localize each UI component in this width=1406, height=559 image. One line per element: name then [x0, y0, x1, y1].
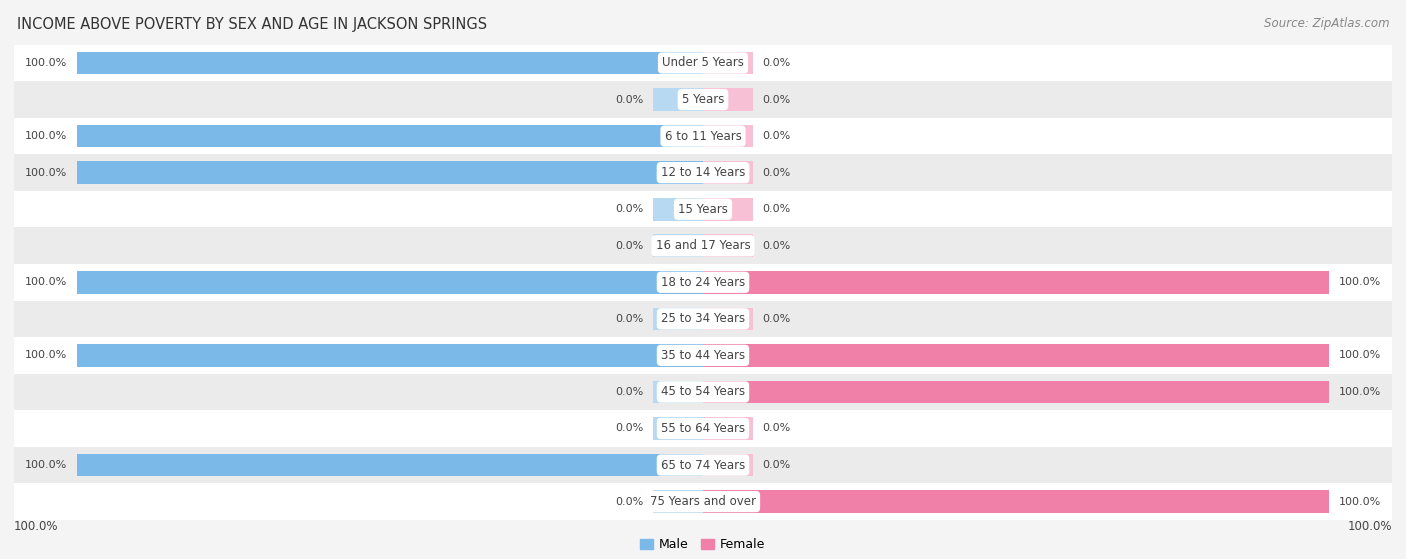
Bar	[77, 454, 703, 476]
Bar	[14, 301, 1392, 337]
Text: 0.0%: 0.0%	[616, 94, 644, 105]
Text: 0.0%: 0.0%	[762, 460, 790, 470]
Bar	[703, 417, 754, 440]
Text: 6 to 11 Years: 6 to 11 Years	[665, 130, 741, 143]
Bar	[14, 410, 1392, 447]
Text: 100.0%: 100.0%	[25, 460, 67, 470]
Text: 0.0%: 0.0%	[616, 424, 644, 433]
Bar	[652, 417, 703, 440]
Text: 0.0%: 0.0%	[616, 241, 644, 251]
Bar	[703, 162, 754, 184]
Text: 15 Years: 15 Years	[678, 203, 728, 216]
Bar	[703, 234, 754, 257]
Bar	[652, 490, 703, 513]
Bar	[14, 337, 1392, 373]
Text: 25 to 34 Years: 25 to 34 Years	[661, 312, 745, 325]
Bar	[703, 51, 754, 74]
Text: 100.0%: 100.0%	[14, 520, 59, 533]
Text: 0.0%: 0.0%	[616, 314, 644, 324]
Text: 100.0%: 100.0%	[1339, 387, 1381, 397]
Bar	[14, 81, 1392, 118]
Bar	[14, 447, 1392, 484]
Text: 0.0%: 0.0%	[616, 204, 644, 214]
Text: 100.0%: 100.0%	[1339, 277, 1381, 287]
Bar	[703, 381, 1329, 403]
Bar	[14, 264, 1392, 301]
Bar	[14, 118, 1392, 154]
Bar	[703, 490, 1329, 513]
Bar	[652, 307, 703, 330]
Bar	[77, 51, 703, 74]
Bar	[14, 228, 1392, 264]
Text: 100.0%: 100.0%	[25, 168, 67, 178]
Text: 0.0%: 0.0%	[762, 131, 790, 141]
Text: 0.0%: 0.0%	[762, 58, 790, 68]
Bar	[14, 191, 1392, 228]
Bar	[77, 162, 703, 184]
Text: 55 to 64 Years: 55 to 64 Years	[661, 422, 745, 435]
Text: 0.0%: 0.0%	[762, 241, 790, 251]
Text: 35 to 44 Years: 35 to 44 Years	[661, 349, 745, 362]
Text: 100.0%: 100.0%	[1339, 350, 1381, 361]
Text: 18 to 24 Years: 18 to 24 Years	[661, 276, 745, 289]
Bar	[77, 125, 703, 148]
Bar	[652, 234, 703, 257]
Text: INCOME ABOVE POVERTY BY SEX AND AGE IN JACKSON SPRINGS: INCOME ABOVE POVERTY BY SEX AND AGE IN J…	[17, 17, 486, 32]
Text: 65 to 74 Years: 65 to 74 Years	[661, 458, 745, 472]
Bar	[703, 271, 1329, 293]
Bar	[703, 125, 754, 148]
Bar	[703, 198, 754, 221]
Text: 0.0%: 0.0%	[762, 314, 790, 324]
Legend: Male, Female: Male, Female	[636, 533, 770, 556]
Text: Under 5 Years: Under 5 Years	[662, 56, 744, 69]
Bar	[703, 307, 754, 330]
Text: 100.0%: 100.0%	[25, 58, 67, 68]
Text: 0.0%: 0.0%	[762, 424, 790, 433]
Bar	[703, 88, 754, 111]
Bar	[77, 271, 703, 293]
Text: 0.0%: 0.0%	[762, 168, 790, 178]
Bar	[77, 344, 703, 367]
Text: 0.0%: 0.0%	[616, 387, 644, 397]
Text: 45 to 54 Years: 45 to 54 Years	[661, 386, 745, 399]
Bar	[652, 198, 703, 221]
Text: Source: ZipAtlas.com: Source: ZipAtlas.com	[1264, 17, 1389, 30]
Text: 5 Years: 5 Years	[682, 93, 724, 106]
Bar	[14, 45, 1392, 81]
Text: 75 Years and over: 75 Years and over	[650, 495, 756, 508]
Bar	[14, 373, 1392, 410]
Text: 100.0%: 100.0%	[25, 350, 67, 361]
Text: 100.0%: 100.0%	[1339, 496, 1381, 506]
Text: 100.0%: 100.0%	[25, 277, 67, 287]
Text: 0.0%: 0.0%	[616, 496, 644, 506]
Bar	[652, 381, 703, 403]
Text: 100.0%: 100.0%	[25, 131, 67, 141]
Bar	[703, 454, 754, 476]
Bar	[14, 484, 1392, 520]
Text: 0.0%: 0.0%	[762, 204, 790, 214]
Text: 12 to 14 Years: 12 to 14 Years	[661, 166, 745, 179]
Bar	[14, 154, 1392, 191]
Bar	[652, 88, 703, 111]
Text: 16 and 17 Years: 16 and 17 Years	[655, 239, 751, 252]
Text: 0.0%: 0.0%	[762, 94, 790, 105]
Text: 100.0%: 100.0%	[1347, 520, 1392, 533]
Bar	[703, 344, 1329, 367]
